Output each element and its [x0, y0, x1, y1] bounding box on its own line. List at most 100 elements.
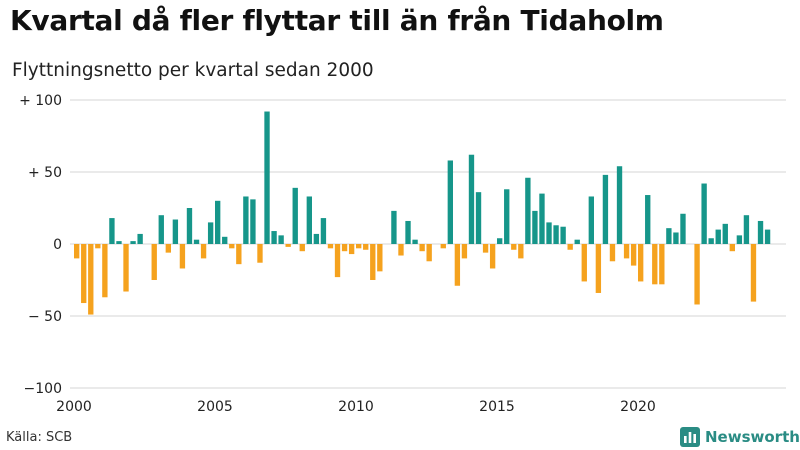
- bar: [567, 244, 573, 250]
- bar: [680, 213, 686, 244]
- bar: [694, 244, 700, 305]
- bar: [229, 244, 235, 249]
- bar: [348, 244, 355, 255]
- bar: [278, 235, 284, 244]
- bar: [186, 208, 193, 244]
- bar: [299, 244, 305, 252]
- bar: [88, 244, 94, 315]
- bar: [193, 239, 200, 244]
- bar: [673, 232, 679, 244]
- bar: [532, 210, 538, 244]
- chart-title: Kvartal då fler flyttar till än från Tid…: [10, 4, 664, 37]
- bar: [236, 244, 242, 265]
- bar: [729, 244, 735, 252]
- bar: [398, 244, 404, 256]
- bar: [165, 244, 171, 253]
- bar: [560, 226, 566, 244]
- bar: [313, 233, 320, 244]
- bar: [102, 244, 108, 298]
- newsworthy-logo: Newsworthy: [680, 426, 800, 448]
- bar: [539, 193, 545, 244]
- bar: [391, 210, 397, 244]
- bar: [123, 244, 129, 292]
- bar: [630, 244, 637, 266]
- bar: [130, 241, 136, 244]
- x-tick-label: 2000: [56, 399, 92, 415]
- x-tick-label: 2020: [620, 399, 656, 415]
- bar: [363, 244, 369, 250]
- bar: [468, 154, 475, 244]
- bar: [109, 218, 115, 244]
- bar: [553, 225, 559, 244]
- bar: [715, 229, 721, 244]
- bar: [722, 223, 728, 244]
- bar: [172, 219, 179, 244]
- bar: [595, 244, 602, 293]
- bar: [659, 244, 665, 285]
- bar: [518, 244, 524, 259]
- bar: [419, 244, 425, 252]
- bar: [546, 222, 552, 244]
- bar: [320, 218, 327, 244]
- bar: [525, 177, 531, 244]
- y-tick-label: + 50: [28, 165, 62, 181]
- bar: [151, 244, 157, 280]
- bar: [264, 111, 270, 245]
- bar: [334, 244, 341, 278]
- brand-name: Newsworthy: [705, 428, 800, 446]
- source-note: Källa: SCB: [6, 430, 73, 445]
- bar: [257, 244, 263, 263]
- bar: [489, 244, 496, 269]
- bar: [511, 244, 517, 250]
- bar: [341, 244, 348, 252]
- bar: [158, 215, 164, 244]
- bar: [207, 222, 214, 244]
- bar: [504, 189, 510, 244]
- bar: [377, 244, 383, 272]
- bar: [426, 244, 432, 262]
- bar: [327, 244, 334, 249]
- bar: [95, 244, 101, 249]
- bar: [179, 244, 186, 269]
- bar: [200, 244, 207, 259]
- bar: [743, 215, 750, 244]
- bar: [736, 235, 743, 244]
- bar: [292, 187, 298, 244]
- bar: [588, 196, 594, 244]
- bar: [356, 244, 362, 249]
- bar: [306, 196, 312, 244]
- bar: [461, 244, 468, 259]
- bar: [454, 244, 461, 286]
- x-tick-label: 2010: [338, 399, 374, 415]
- bar: [616, 166, 623, 244]
- y-tick-label: + 100: [19, 93, 62, 109]
- bar: [405, 220, 411, 244]
- bar: [116, 241, 122, 244]
- bar: [708, 238, 714, 244]
- bar: [250, 199, 256, 244]
- bar: [137, 233, 143, 244]
- bar: [222, 236, 228, 244]
- bar: [602, 174, 609, 244]
- bar: [645, 195, 651, 244]
- x-tick-label: 2005: [197, 399, 233, 415]
- bar: [412, 239, 418, 244]
- bar: [447, 160, 453, 244]
- bar: [440, 244, 446, 249]
- bar: [638, 244, 644, 282]
- bar: [215, 200, 221, 244]
- bar: [652, 244, 658, 285]
- bar: [74, 244, 80, 259]
- bar: [581, 244, 587, 282]
- bar-chart-logo-icon: [680, 427, 700, 447]
- bar: [757, 220, 764, 244]
- bar: [623, 244, 630, 259]
- bar: [285, 244, 291, 247]
- bar: [271, 231, 277, 244]
- y-tick-label: 0: [53, 237, 62, 253]
- bar: [666, 228, 672, 244]
- bar: [81, 244, 87, 304]
- bar: [482, 244, 489, 253]
